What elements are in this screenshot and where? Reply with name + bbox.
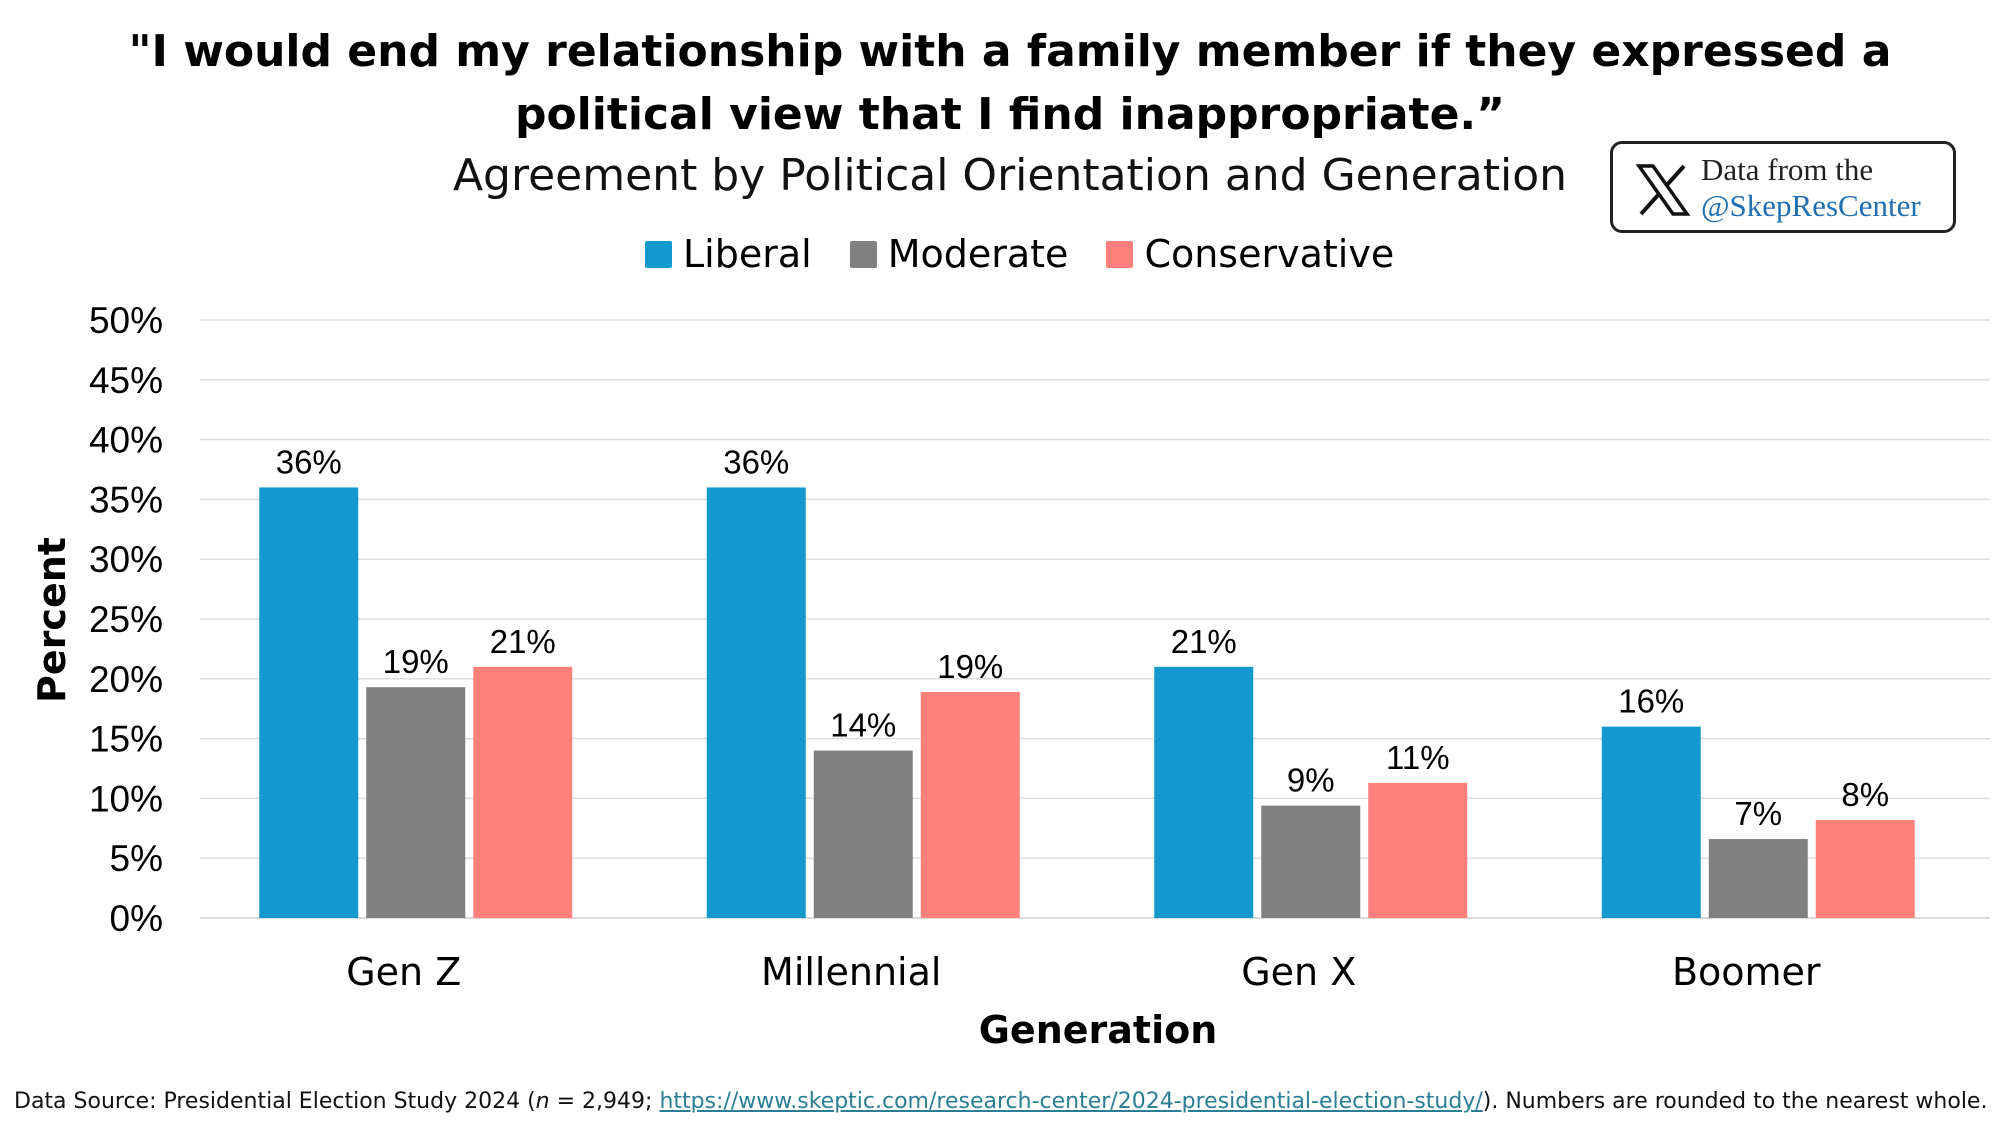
y-tick-label: 0%	[110, 898, 163, 939]
source-n-value: = 2,949;	[549, 1089, 660, 1114]
x-logo-icon	[1635, 164, 1691, 216]
badge-line-1: Data from the	[1701, 152, 1874, 187]
y-tick-label: 5%	[110, 838, 163, 879]
data-label: 11%	[1386, 739, 1450, 776]
data-label: 7%	[1734, 795, 1782, 832]
data-label: 9%	[1287, 762, 1335, 799]
y-tick-label: 50%	[89, 300, 163, 341]
bar-moderate	[1261, 805, 1361, 918]
source-n-label: n	[535, 1089, 550, 1114]
chart-title-line-2: political view that I find inappropriate…	[514, 89, 1506, 140]
data-label: 21%	[1171, 623, 1237, 660]
x-tick-label: Gen Z	[346, 950, 461, 994]
source-link[interactable]: https://www.skeptic.com/research-center/…	[659, 1089, 1483, 1114]
data-label: 36%	[723, 443, 789, 480]
source-prefix: Data Source: Presidential Election Study…	[14, 1089, 536, 1114]
bar-moderate	[1708, 839, 1808, 918]
data-label: 19%	[383, 643, 449, 680]
data-source-note: Data Source: Presidential Election Study…	[14, 1089, 1987, 1114]
y-tick-label: 35%	[89, 479, 163, 520]
data-label: 8%	[1841, 776, 1889, 813]
bar-conservative	[920, 691, 1020, 918]
data-label: 21%	[490, 623, 556, 660]
legend-label-moderate: Moderate	[887, 232, 1069, 276]
legend-label-conservative: Conservative	[1144, 232, 1395, 276]
chart-title-line-1: "I would end my relationship with a fami…	[128, 26, 1892, 77]
x-tick-label: Gen X	[1241, 950, 1356, 994]
bar-liberal	[259, 487, 359, 918]
y-tick-label: 20%	[89, 659, 163, 700]
data-label: 36%	[276, 443, 342, 480]
bar-conservative	[1368, 782, 1468, 918]
data-label: 19%	[937, 648, 1003, 685]
bar-moderate	[366, 687, 466, 918]
x-tick-label: Boomer	[1672, 950, 1821, 994]
legend: Liberal Moderate Conservative	[645, 230, 1432, 278]
y-tick-label: 15%	[89, 719, 163, 760]
data-label: 16%	[1618, 683, 1684, 720]
y-tick-label: 30%	[89, 539, 163, 580]
legend-item-moderate: Moderate	[849, 232, 1069, 276]
legend-swatch-liberal	[645, 240, 672, 268]
badge-handle[interactable]: @SkepResCenter	[1701, 188, 1921, 223]
bar-conservative	[1815, 819, 1915, 918]
bar-liberal	[1601, 726, 1701, 918]
y-tick-label: 10%	[89, 778, 163, 819]
x-axis-title: Generation	[979, 1008, 1218, 1052]
legend-label-liberal: Liberal	[683, 232, 812, 276]
legend-swatch-moderate	[849, 240, 877, 268]
y-tick-label: 45%	[89, 360, 163, 401]
source-suffix: ). Numbers are rounded to the nearest wh…	[1482, 1089, 1988, 1114]
legend-item-conservative: Conservative	[1106, 232, 1394, 276]
legend-swatch-conservative	[1106, 240, 1134, 268]
bar-moderate	[813, 750, 913, 918]
y-tick-label: 25%	[89, 599, 163, 640]
bar-liberal	[1154, 666, 1254, 918]
y-tick-label: 40%	[89, 420, 163, 461]
bar-conservative	[473, 666, 573, 918]
legend-item-liberal: Liberal	[645, 232, 812, 276]
social-badge[interactable]: Data from the @SkepResCenter	[1610, 141, 1956, 233]
chart-subtitle: Agreement by Political Orientation and G…	[452, 150, 1568, 201]
x-tick-label: Millennial	[761, 950, 941, 994]
y-axis-title: Percent	[30, 537, 74, 703]
bar-liberal	[706, 487, 806, 918]
data-label: 14%	[830, 707, 896, 744]
